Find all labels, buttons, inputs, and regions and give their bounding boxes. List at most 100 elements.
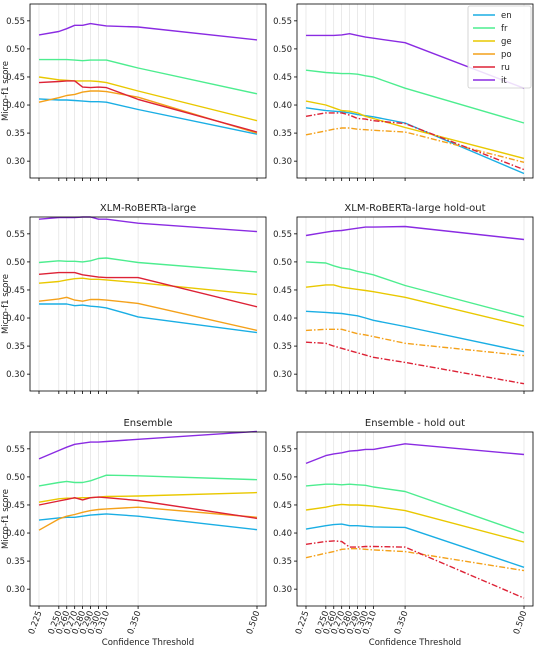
series-line-ge bbox=[38, 277, 258, 296]
series-line-en bbox=[305, 310, 525, 353]
y-tick-label: 0.40 bbox=[273, 529, 292, 539]
y-tick-label: 0.40 bbox=[6, 314, 25, 324]
series-line-it bbox=[305, 225, 525, 241]
y-axis-label: Micro-f1 score bbox=[1, 274, 11, 334]
legend-label-ge: ge bbox=[501, 37, 512, 47]
y-tick-label: 0.35 bbox=[273, 557, 292, 567]
y-tick-label: 0.30 bbox=[6, 157, 25, 167]
y-tick-label: 0.30 bbox=[6, 370, 25, 380]
legend-label-po: po bbox=[501, 50, 512, 60]
legend-label-it: it bbox=[501, 76, 507, 86]
subplot-title: XLM-RoBERTa-large hold-out bbox=[344, 203, 485, 214]
plot-frame bbox=[296, 216, 534, 392]
series-line-po bbox=[38, 90, 258, 134]
y-tick-label: 0.35 bbox=[6, 129, 25, 139]
series-line-ru bbox=[305, 112, 525, 171]
y-tick-label: 0.45 bbox=[273, 286, 292, 296]
x-axis-label: Confidence Threshold bbox=[102, 638, 194, 648]
series-line-fr bbox=[305, 261, 525, 318]
y-tick-label: 0.35 bbox=[6, 557, 25, 567]
y-tick-label: 0.50 bbox=[6, 473, 25, 483]
y-tick-label: 0.45 bbox=[273, 73, 292, 83]
legend-label-ru: ru bbox=[501, 63, 510, 73]
y-axis-label: Micro-f1 score bbox=[1, 489, 11, 549]
y-tick-label: 0.55 bbox=[6, 17, 25, 27]
y-tick-label: 0.50 bbox=[273, 45, 292, 55]
series-line-po bbox=[38, 296, 258, 332]
legend-box bbox=[467, 5, 532, 89]
legend: en fr ge po ru it bbox=[467, 5, 532, 89]
y-tick-label: 0.50 bbox=[273, 473, 292, 483]
series-line-it bbox=[38, 22, 258, 41]
series-line-en bbox=[305, 107, 525, 175]
series-line-ge bbox=[38, 491, 258, 503]
plot-frame bbox=[296, 3, 534, 179]
x-tick-label: 0.350 bbox=[393, 610, 411, 636]
series-line-ge bbox=[38, 76, 258, 122]
series-line-fr bbox=[305, 483, 525, 534]
series-line-it bbox=[305, 443, 525, 465]
series-line-en bbox=[38, 98, 258, 135]
subplot-2: 0.30 0.35 0.40 0.45 0.50 0.55 bbox=[273, 3, 534, 181]
y-axis-label: Micro-f1 score bbox=[1, 61, 11, 121]
y-tick-label: 0.35 bbox=[6, 342, 25, 352]
plot-frame bbox=[29, 431, 267, 607]
y-tick-label: 0.30 bbox=[273, 370, 292, 380]
y-tick-label: 0.30 bbox=[6, 585, 25, 595]
plot-frame bbox=[29, 3, 267, 179]
y-tick-label: 0.55 bbox=[273, 230, 292, 240]
series-line-fr bbox=[38, 257, 258, 273]
x-tick-label: 0.350 bbox=[126, 610, 144, 636]
subplot-4: 0.30 0.35 0.40 0.45 0.50 0.55 XLM-RoBERTa-larg… bbox=[273, 203, 534, 394]
legend-label-fr: fr bbox=[501, 24, 508, 34]
series-line-en bbox=[39, 303, 258, 334]
y-tick-label: 0.45 bbox=[6, 286, 25, 296]
series-line-ru bbox=[305, 341, 525, 385]
subplot-3: 0.30 0.35 0.40 0.45 0.50 0.55 XLM-RoBERTa-larg… bbox=[1, 203, 267, 394]
x-axis-label: Confidence Threshold bbox=[369, 638, 461, 648]
y-tick-label: 0.40 bbox=[6, 101, 25, 111]
y-tick-label: 0.55 bbox=[6, 445, 25, 455]
series-line-it bbox=[38, 216, 258, 233]
y-tick-label: 0.50 bbox=[6, 45, 25, 55]
series-line-it bbox=[306, 33, 525, 89]
subplot-title: Ensemble bbox=[123, 418, 172, 429]
series-line-po bbox=[305, 548, 525, 572]
series-line-fr bbox=[38, 474, 258, 487]
x-tick-label: 0.500 bbox=[512, 610, 530, 636]
x-tick-label: 0.225 bbox=[294, 610, 312, 636]
subplot-1: 0.30 0.35 0.40 0.45 0.50 0.55 Micro-f1 score bbox=[1, 3, 267, 181]
plot-frame bbox=[296, 431, 534, 607]
series-line-en bbox=[305, 523, 525, 568]
plot-frame bbox=[29, 216, 267, 392]
series-line-en bbox=[38, 513, 258, 531]
subplot-5: 0.300.350.400.450.500.550.225 0.2500.2600… bbox=[1, 418, 267, 648]
y-tick-label: 0.35 bbox=[273, 342, 292, 352]
series-line-fr bbox=[39, 58, 258, 95]
series-line-ru bbox=[305, 540, 525, 599]
y-tick-label: 0.45 bbox=[6, 73, 25, 83]
series-line-it bbox=[38, 430, 258, 460]
series-line-ru bbox=[38, 496, 258, 520]
subplot-title: XLM-RoBERTa-large bbox=[100, 203, 196, 214]
y-tick-label: 0.40 bbox=[273, 314, 292, 324]
series-line-ge bbox=[305, 284, 525, 327]
series-line-fr bbox=[305, 69, 525, 124]
x-tick-label: 0.500 bbox=[245, 610, 263, 636]
y-tick-label: 0.40 bbox=[273, 101, 292, 111]
series-line-po bbox=[38, 506, 258, 531]
y-tick-label: 0.45 bbox=[273, 501, 292, 511]
x-tick-label: 0.225 bbox=[27, 610, 45, 636]
series-line-po bbox=[305, 328, 525, 357]
series-line-ge bbox=[305, 100, 525, 160]
y-tick-label: 0.45 bbox=[6, 501, 25, 511]
y-tick-label: 0.55 bbox=[6, 230, 25, 240]
y-tick-label: 0.30 bbox=[273, 585, 292, 595]
series-line-ru bbox=[38, 80, 258, 133]
y-tick-label: 0.55 bbox=[273, 17, 292, 27]
series-line-ru bbox=[38, 271, 258, 308]
y-tick-label: 0.40 bbox=[6, 529, 25, 539]
y-tick-label: 0.50 bbox=[6, 258, 25, 268]
y-tick-label: 0.30 bbox=[273, 157, 292, 167]
